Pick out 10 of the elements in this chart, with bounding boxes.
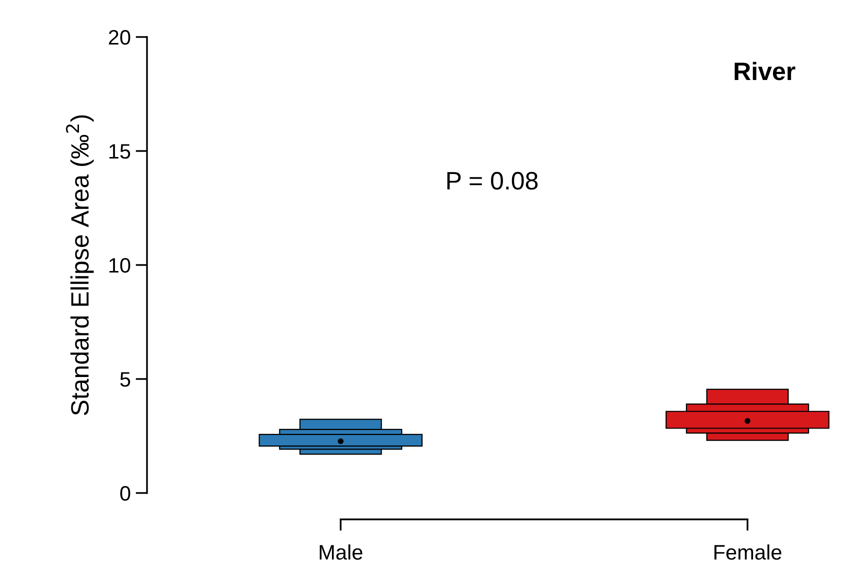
x-tick-label: Male [320, 544, 362, 560]
y-tick-label: 0 [120, 486, 130, 501]
y-tick-label: 10 [109, 258, 130, 273]
text: River [734, 62, 796, 80]
x-tick-label: Female [714, 544, 782, 560]
y-axis-title: Standard Ellipse Area (‰$^{2}$) [66, 115, 94, 416]
y-tick-label: 20 [108, 30, 130, 45]
y-tick-label: 5 [120, 372, 130, 387]
y-tick-label: 15 [109, 144, 130, 159]
annotation: P = 0.08 [447, 172, 538, 190]
